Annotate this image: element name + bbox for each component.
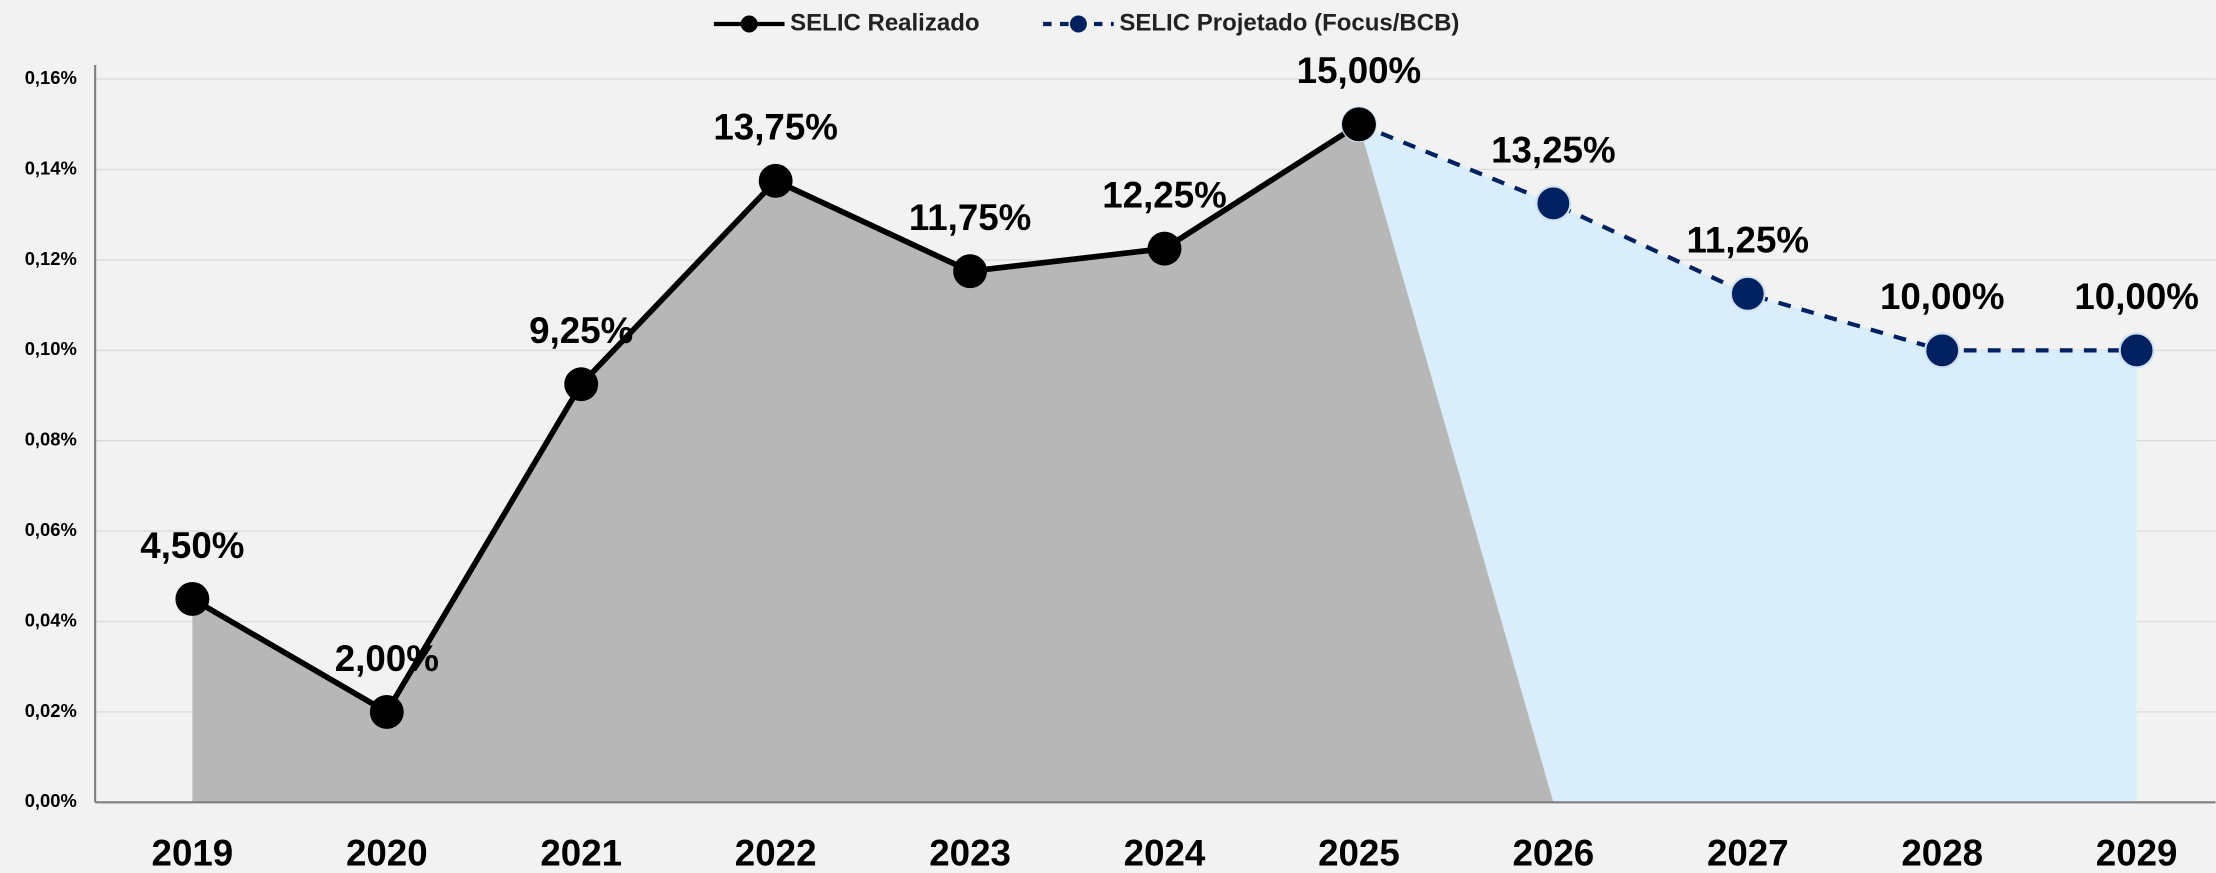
x-tick-label: 2019 [152, 833, 234, 873]
y-tick-label: 0,04% [25, 609, 77, 630]
legend-marker [740, 15, 758, 33]
y-tick-label: 0,10% [25, 338, 77, 359]
marker [1535, 185, 1572, 222]
x-tick-label: 2021 [540, 833, 622, 873]
marker [564, 367, 599, 402]
legend-label: SELIC Realizado [790, 9, 979, 36]
y-tick-label: 0,14% [25, 157, 77, 178]
x-tick-label: 2028 [1901, 833, 1983, 873]
x-tick-label: 2020 [346, 833, 428, 873]
data-label: 12,25% [1102, 174, 1227, 215]
marker [758, 163, 793, 198]
legend-marker [1069, 15, 1087, 33]
marker [1924, 332, 1961, 369]
marker [175, 582, 210, 616]
x-tick-label: 2025 [1318, 833, 1400, 873]
data-label: 11,75% [909, 197, 1032, 238]
data-label: 4,50% [140, 525, 244, 566]
marker [1729, 275, 1766, 312]
y-tick-label: 0,16% [25, 67, 77, 88]
data-label: 2,00% [335, 638, 439, 679]
marker [2118, 332, 2155, 369]
data-label: 9,25% [529, 310, 633, 351]
data-label: 13,75% [713, 107, 838, 148]
y-tick-label: 0,08% [25, 429, 77, 450]
data-label: 11,25% [1687, 220, 1810, 261]
marker [953, 254, 988, 289]
x-tick-label: 2027 [1707, 833, 1789, 873]
legend-label: SELIC Projetado (Focus/BCB) [1119, 9, 1459, 36]
y-tick-label: 0,02% [25, 700, 77, 721]
x-tick-label: 2022 [735, 833, 817, 873]
marker [369, 695, 404, 729]
data-label: 10,00% [2074, 276, 2199, 317]
y-tick-label: 0,00% [25, 790, 77, 811]
y-tick-label: 0,06% [25, 519, 77, 540]
x-tick-label: 2029 [2096, 833, 2178, 873]
data-label: 13,25% [1491, 129, 1616, 170]
area [192, 124, 1554, 803]
data-label: 10,00% [1880, 276, 2005, 317]
data-label: 15,00% [1297, 50, 1422, 91]
x-tick-label: 2026 [1513, 833, 1595, 873]
marker [1341, 107, 1376, 142]
x-tick-label: 2024 [1124, 833, 1206, 873]
area [1358, 124, 2137, 803]
y-tick-label: 0,12% [25, 248, 77, 269]
marker [1147, 231, 1182, 266]
x-tick-label: 2023 [929, 833, 1011, 873]
